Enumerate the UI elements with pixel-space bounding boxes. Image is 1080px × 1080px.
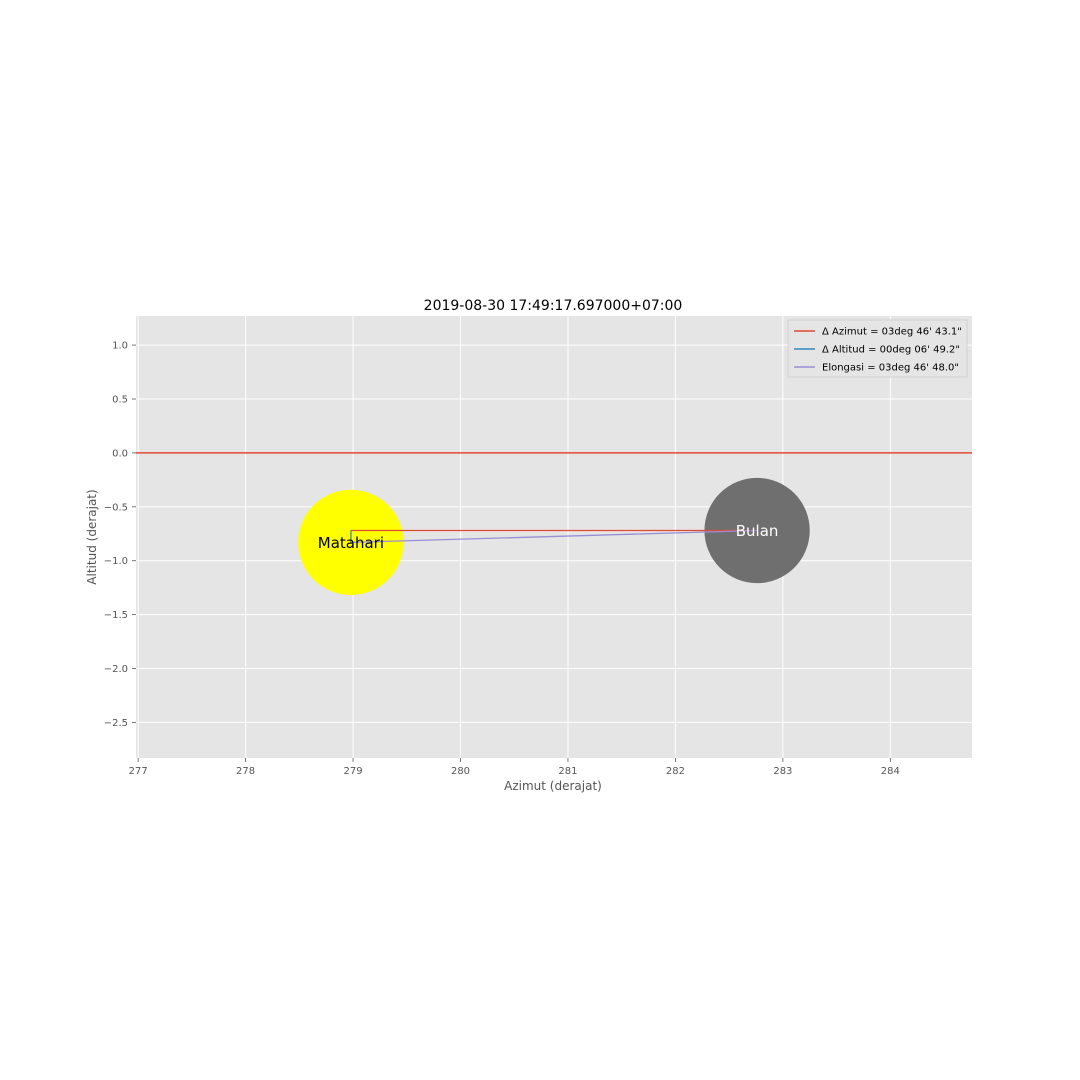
body-labels: Matahari Bulan [318,522,779,552]
x-tick-label: 279 [344,766,363,777]
series-lines [350,529,758,544]
y-tick-label: 0.0 [112,448,128,459]
x-tick-label: 278 [236,766,255,777]
x-tick-label: 280 [451,766,470,777]
legend-label-1: Δ Azimut = 03deg 46' 43.1" [822,327,962,338]
legend: Δ Azimut = 03deg 46' 43.1" Δ Altitud = 00… [787,319,968,378]
series-line-3 [350,529,758,544]
y-tick-label: −2.5 [104,718,128,729]
x-tick-label: 282 [666,766,685,777]
legend-label-2: Δ Altitud = 00deg 06' 49.2" [822,345,960,356]
y-tick-label: 1.0 [112,341,128,352]
legend-entries: Δ Azimut = 03deg 46' 43.1" Δ Altitud = 00… [794,327,962,374]
y-tick-label: −1.0 [104,556,128,567]
x-tick-label: 284 [881,766,900,777]
legend-label-3: Elongasi = 03deg 46' 48.0" [822,363,959,374]
y-tick-label: −1.5 [104,610,128,621]
x-tick-label: 277 [129,766,148,777]
x-axis-title: Azimut (derajat) [504,779,602,793]
x-tick-label: 283 [773,766,792,777]
chart-title: 2019-08-30 17:49:17.697000+07:00 [424,298,683,314]
x-tick-label: 281 [558,766,577,777]
y-tick-label: −0.5 [104,502,128,513]
ticks: 277 278 279 280 281 282 283 284 1.0 0.5 0.0 −0.5 −1.… [104,341,900,777]
legend-box [787,319,968,378]
y-tick-label: 0.5 [112,395,128,406]
body-matahari-label: Matahari [318,534,384,552]
y-tick-label: −2.0 [104,664,128,675]
y-axis-title: Altitud (derajat) [85,489,99,584]
body-bulan-label: Bulan [736,522,779,540]
